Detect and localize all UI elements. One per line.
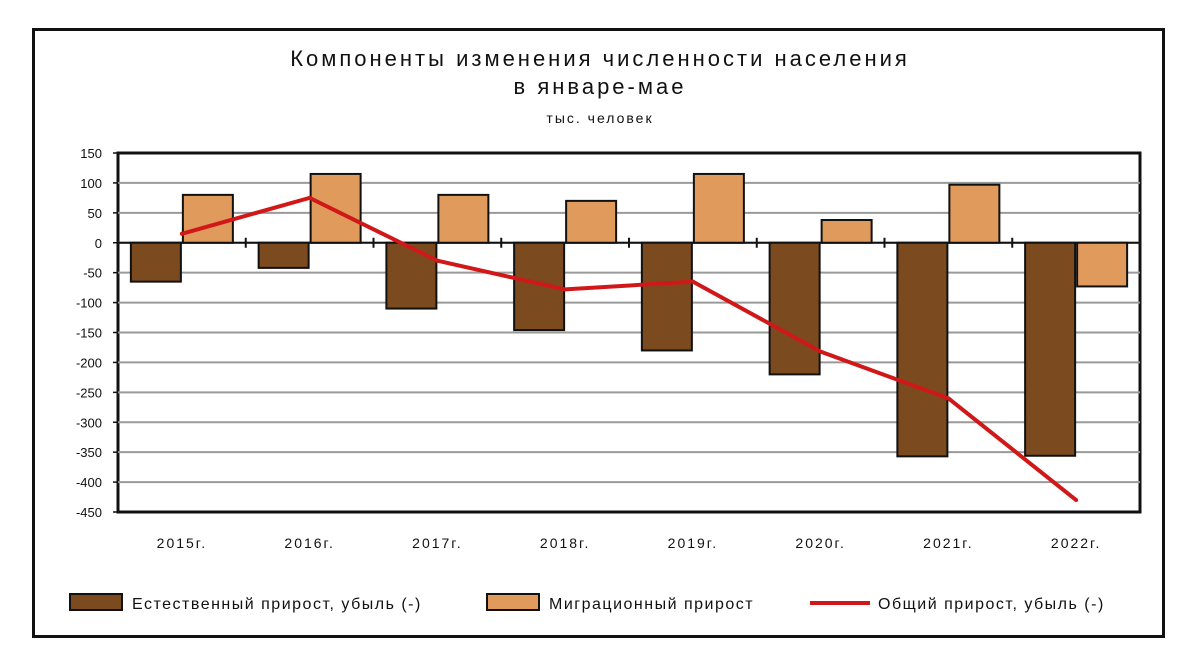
y-tick-label: 150 — [80, 146, 102, 161]
x-category-label: 2016г. — [284, 535, 334, 551]
migration-bar-2019г. — [692, 172, 745, 244]
legend-label-2: Миграционный прирост — [549, 596, 754, 613]
x-category-label: 2018г. — [540, 535, 590, 551]
total-increase-point-2019г. — [690, 279, 695, 284]
y-tick-label: 50 — [88, 206, 102, 221]
natural-increase-bar-2019г. — [640, 241, 693, 352]
y-tick-label: -100 — [76, 296, 102, 311]
y-tick-label: -150 — [76, 326, 102, 341]
total-increase-point-2015г. — [179, 231, 184, 236]
legend-label-3: Общий прирост, убыль (-) — [878, 596, 1105, 613]
legend-swatch-1 — [69, 593, 123, 611]
total-increase-point-2022г. — [1074, 498, 1079, 503]
x-category-label: 2021г. — [923, 535, 973, 551]
y-tick-label: 100 — [80, 176, 102, 191]
migration-bar-2021г. — [948, 183, 1001, 244]
x-category-label: 2017г. — [412, 535, 462, 551]
chart-title-line-2: в январе-мае — [513, 74, 687, 99]
y-tick-label: -400 — [76, 475, 102, 490]
y-tick-label: -250 — [76, 385, 102, 400]
migration-bar-2017г. — [437, 193, 490, 244]
total-increase-point-2018г. — [563, 287, 568, 292]
total-increase-point-2020г. — [818, 349, 823, 354]
y-tick-label: -350 — [76, 445, 102, 460]
y-tick-label: -300 — [76, 415, 102, 430]
natural-increase-bar-2017г. — [385, 241, 438, 310]
natural-increase-bar-2016г. — [257, 241, 310, 269]
natural-increase-bar-2015г. — [129, 241, 182, 283]
y-tick-label: -200 — [76, 355, 102, 370]
x-category-label: 2022г. — [1051, 535, 1101, 551]
x-category-label: 2020г. — [795, 535, 845, 551]
natural-increase-bar-2022г. — [1024, 241, 1077, 457]
y-tick-label: 0 — [95, 236, 102, 251]
natural-increase-bar-2020г. — [768, 241, 821, 376]
total-increase-point-2017г. — [435, 258, 440, 263]
migration-bar-2015г. — [181, 193, 234, 244]
migration-bar-2018г. — [565, 199, 618, 244]
chart-subtitle: тыс. человек — [546, 110, 654, 126]
legend-swatch-2 — [486, 593, 540, 611]
total-increase-point-2021г. — [946, 396, 951, 401]
y-tick-label: -450 — [76, 505, 102, 520]
total-increase-point-2016г. — [307, 195, 312, 200]
y-tick-label: -50 — [83, 266, 102, 281]
migration-bar-2020г. — [820, 219, 873, 244]
total-increase-line — [181, 195, 1078, 502]
legend-label-1: Естественный прирост, убыль (-) — [132, 596, 422, 613]
migration-bar-2016г. — [309, 172, 362, 244]
chart-title-line-1: Компоненты изменения численности населен… — [290, 46, 910, 71]
x-category-label: 2015г. — [157, 535, 207, 551]
x-category-label: 2019г. — [668, 535, 718, 551]
migration-bar-2022г. — [1076, 241, 1129, 288]
natural-increase-bar-2021г. — [896, 241, 949, 458]
